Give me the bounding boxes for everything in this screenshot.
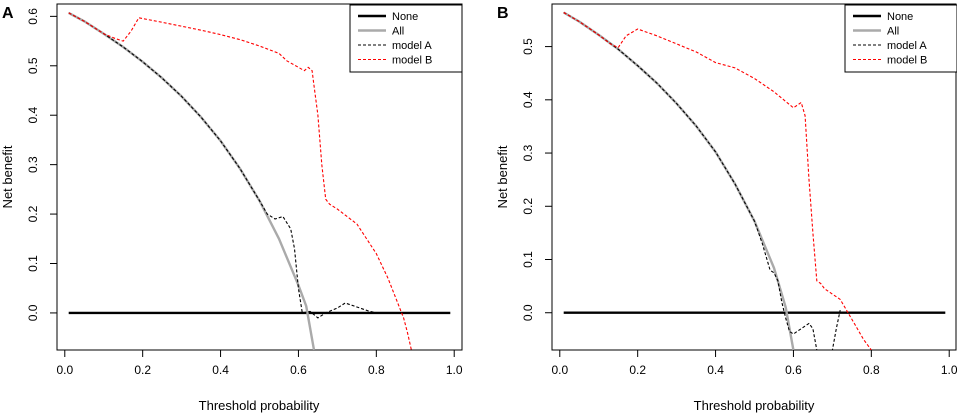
panel-b-legend-label: None <box>887 11 913 23</box>
panel-a-y-axis-title: Net benefit <box>0 145 15 208</box>
panel-a-legend-label: None <box>392 11 418 23</box>
panel-a-plot-frame <box>56 3 463 351</box>
panel-a-y-tick-label: 0.2 <box>26 205 40 222</box>
panel-a-y-tick-label: 0.5 <box>26 57 40 74</box>
panel-b-y-tick-label: 0.4 <box>521 91 535 108</box>
panel-a-series-model-b <box>68 12 412 350</box>
panel-a-series-all <box>68 11 316 350</box>
panel-a-y-tick-label: 0.0 <box>26 304 40 321</box>
panel-a-legend-label: All <box>392 26 404 38</box>
panel-b-lines <box>563 11 946 350</box>
panel-b-x-axis-title: Threshold probability <box>694 398 815 413</box>
panel-a-x-tick-label: 1.0 <box>446 363 463 377</box>
panel-b-y-tick-label: 0.0 <box>521 304 535 321</box>
panel-a-legend-label: model B <box>392 55 432 67</box>
panel-a-y-tick-label: 0.3 <box>26 156 40 173</box>
panel-a-y-tick-label: 0.1 <box>26 255 40 272</box>
panel-b-x-tick-label: 0.0 <box>551 363 568 377</box>
panel-b-legend-label: model A <box>887 40 927 52</box>
panel-a-legend: None All model A model B <box>349 4 463 73</box>
panel-a-series-model-a <box>68 12 377 319</box>
panel-b-legend-label: All <box>887 26 899 38</box>
panel-a-x-tick-label: 0.8 <box>368 363 385 377</box>
panel-b-label: B <box>497 5 509 22</box>
panel-a-x-axis-title: Threshold probability <box>199 398 320 413</box>
panel-b-series-model-b <box>563 12 872 350</box>
panel-b-series-model-a <box>563 12 841 350</box>
panel-b-y-tick-label: 0.2 <box>521 198 535 215</box>
panel-b-y-tick-label: 0.1 <box>521 251 535 268</box>
panel-b-y-tick-label: 0.5 <box>521 38 535 55</box>
panel-a-y-tick-label: 0.4 <box>26 107 40 124</box>
panel-b-y-axis-title: Net benefit <box>495 145 510 208</box>
panel-a-x-tick-label: 0.2 <box>134 363 151 377</box>
panel-b: B 0.0 0.2 0.4 0.6 0.8 1.0 0.0 0.1 0.2 0.3 0.4 0.5 T… <box>495 3 957 413</box>
panel-a-x-tick-label: 0.6 <box>290 363 307 377</box>
panel-b-x-tick-label: 0.6 <box>785 363 802 377</box>
panel-b-legend: None All model A model B <box>844 4 957 73</box>
panel-b-x-tick-label: 0.4 <box>707 363 724 377</box>
panel-b-plot-frame <box>551 3 957 351</box>
panel-b-x-tick-label: 0.8 <box>863 363 880 377</box>
panel-a-y-tick-label: 0.6 <box>26 8 40 25</box>
panel-b-x-tick-label: 1.0 <box>941 363 957 377</box>
panel-a-x-tick-label: 0.4 <box>212 363 229 377</box>
panel-a-x-tick-label: 0.0 <box>56 363 73 377</box>
panel-a-label: A <box>2 5 14 22</box>
panel-a: A 0.0 0.2 0.4 0.6 0.8 1.00.00.10.20.30.40.50.… <box>0 3 463 413</box>
panel-b-y-tick-label: 0.3 <box>521 144 535 161</box>
panel-a-legend-label: model A <box>392 40 432 52</box>
panel-a-ticks: 0.0 0.2 0.4 0.6 0.8 1.0 0.0 0.1 0.2 0.3 0.4 0.5 0.6 <box>26 8 463 377</box>
panel-b-legend-label: model B <box>887 55 927 67</box>
panel-b-ticks: 0.0 0.2 0.4 0.6 0.8 1.0 0.0 0.1 0.2 0.3 0.4 0.5 <box>521 38 957 377</box>
panel-a-lines <box>68 11 451 350</box>
panel-b-x-tick-label: 0.2 <box>629 363 646 377</box>
